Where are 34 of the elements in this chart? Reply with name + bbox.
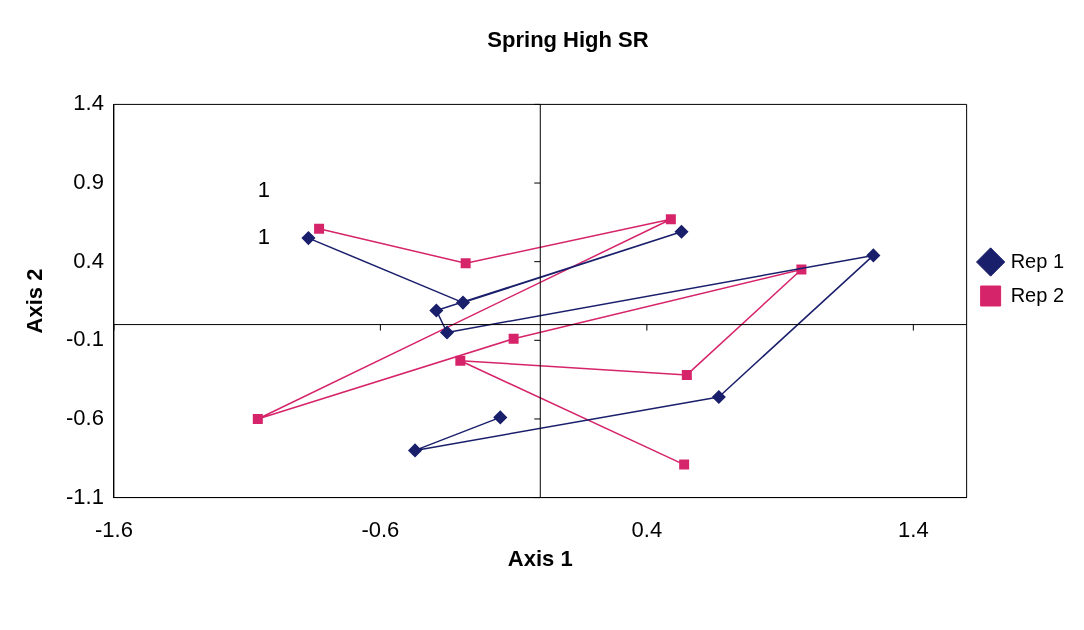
point xyxy=(665,214,676,225)
y-tick-label: -1.1 xyxy=(65,483,104,509)
annotation: 1 xyxy=(257,177,271,203)
point xyxy=(429,303,444,318)
x-axis-title: Axis 1 xyxy=(507,545,573,571)
point xyxy=(455,355,466,366)
x-tick-label: -0.6 xyxy=(361,516,400,542)
point xyxy=(314,223,325,234)
point xyxy=(456,295,470,310)
point xyxy=(252,413,263,424)
y-tick-label: -0.6 xyxy=(65,405,104,431)
y-tick-label: 0.4 xyxy=(73,247,104,273)
point xyxy=(460,258,471,269)
point xyxy=(301,231,316,245)
y-tick-label: 1.4 xyxy=(73,90,104,116)
point xyxy=(679,459,690,470)
x-tick-label: 1.4 xyxy=(898,516,929,542)
point xyxy=(408,443,422,458)
y-axis-title: Axis 2 xyxy=(21,268,47,334)
point xyxy=(712,390,726,404)
annotation: 1 xyxy=(257,224,271,250)
point xyxy=(508,333,519,344)
point xyxy=(674,225,689,239)
y-tick-label: 0.9 xyxy=(73,169,104,195)
chart-title: Spring High SR xyxy=(487,27,649,53)
point xyxy=(866,248,881,263)
x-tick-label: 0.4 xyxy=(631,516,663,542)
x-tick-label: -1.6 xyxy=(94,516,133,542)
y-tick-label: -0.1 xyxy=(65,326,104,352)
legend-label: Rep 2 xyxy=(1010,283,1065,306)
point xyxy=(493,410,508,425)
point xyxy=(681,369,692,380)
legend-label: Rep 1 xyxy=(1010,249,1065,272)
point xyxy=(440,325,454,340)
